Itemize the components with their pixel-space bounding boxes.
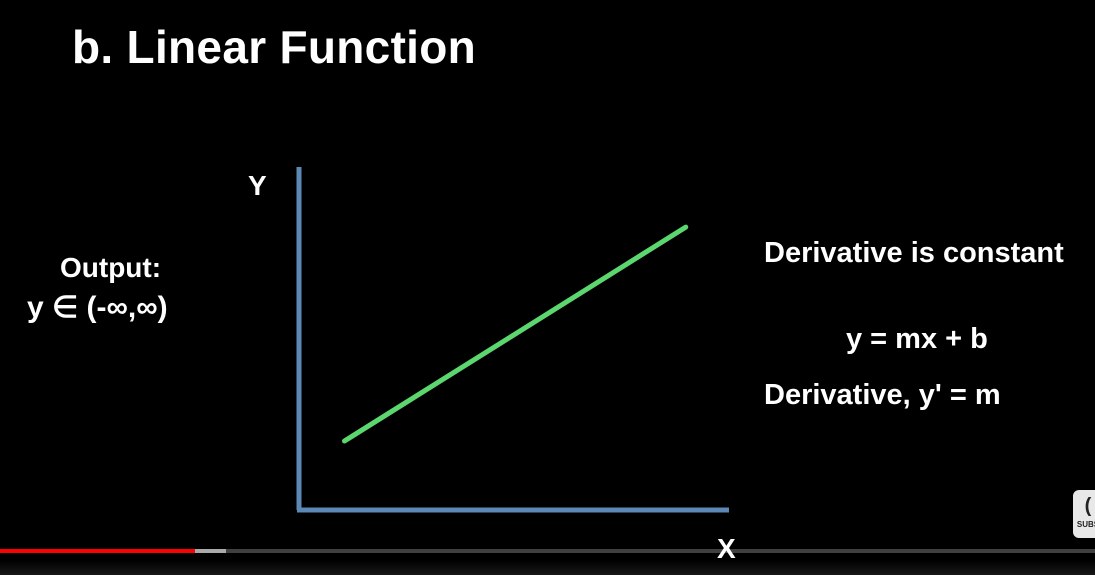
video-progress-bar[interactable]: [0, 549, 1095, 553]
series-line: [342, 224, 689, 444]
x-axis-label: X: [717, 533, 736, 564]
derivative-equation-text: Derivative, y' = m: [764, 379, 1001, 411]
output-range: y ∈ (-∞,∞): [27, 291, 168, 324]
progress-played: [0, 549, 195, 553]
linear-equation-text: y = mx + b: [846, 323, 988, 355]
player-controls-strip: [0, 560, 1095, 575]
derivative-constant-text: Derivative is constant: [764, 237, 1064, 269]
slide-title: b. Linear Function: [72, 21, 477, 73]
y-axis-label: Y: [248, 170, 267, 201]
output-label: Output:: [60, 252, 162, 283]
captions-icon: (: [1084, 495, 1092, 517]
captions-badge[interactable]: ( SUBS: [1073, 490, 1095, 538]
captions-badge-label: SUBS: [1076, 520, 1095, 529]
